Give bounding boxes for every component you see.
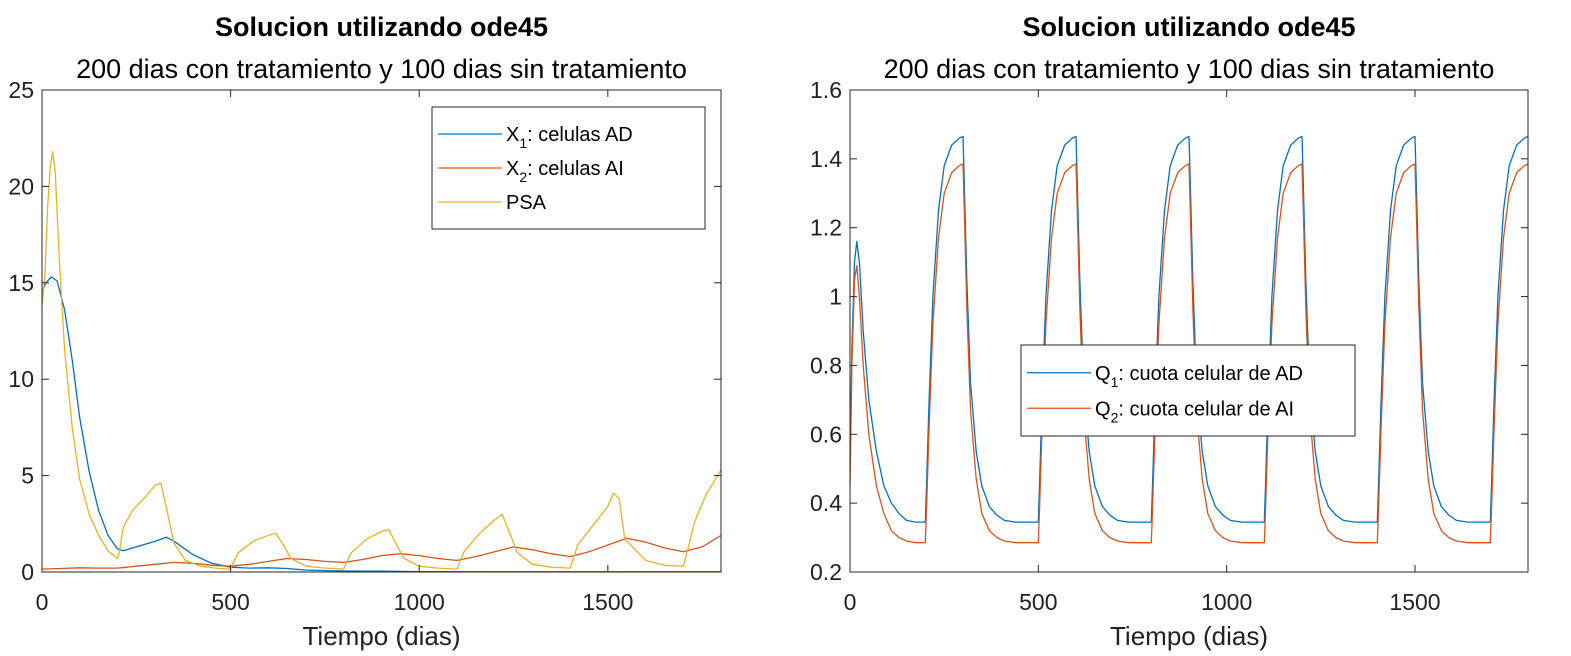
chart-subtitle: 200 dias con tratamiento y 100 dias sin … (884, 54, 1495, 84)
x-axis-label: Tiempo (dias) (1110, 621, 1268, 651)
series-line-1 (42, 276, 721, 572)
y-tick-label: 0.2 (810, 559, 842, 585)
x-tick-label: 1500 (1389, 589, 1440, 615)
y-tick-label: 10 (8, 366, 34, 392)
legend-label-subscript: 1 (1111, 374, 1119, 390)
legend-label-subscript: 2 (1111, 409, 1119, 425)
y-tick-label: 5 (21, 463, 34, 489)
chart-title: Solucion utilizando ode45 (1022, 12, 1355, 42)
x-tick-label: 1500 (582, 589, 633, 615)
x-axis-label: Tiempo (dias) (303, 621, 461, 651)
series-line-2 (42, 534, 721, 570)
x-tick-label: 1000 (394, 589, 445, 615)
y-tick-label: 0 (21, 559, 34, 585)
legend-label-main: Q (1095, 398, 1111, 420)
x-tick-label: 0 (36, 589, 49, 615)
legend-box (1020, 344, 1356, 437)
legend-label-main: PSA (506, 192, 547, 214)
y-tick-label: 0.8 (810, 352, 842, 378)
y-tick-label: 25 (8, 77, 34, 103)
legend-label-rest: : cuota celular de AD (1118, 363, 1303, 385)
x-tick-label: 1000 (1201, 589, 1252, 615)
y-tick-label: 20 (8, 173, 34, 199)
series-line-2 (850, 163, 1528, 544)
legend-label-subscript: 2 (519, 169, 527, 185)
legend-label-subscript: 1 (519, 135, 527, 151)
y-tick-label: 1.2 (810, 215, 842, 241)
legend-label-2: Q2: cuota celular de AI (1095, 398, 1294, 425)
y-tick-label: 0.4 (810, 490, 842, 516)
axes-box (41, 89, 722, 573)
legend-label-2: X2: celulas AI (506, 158, 624, 185)
legend-label-1: Q1: cuota celular de AD (1095, 363, 1303, 390)
legend-label-1: X1: celulas AD (506, 124, 633, 151)
series-line-1 (850, 135, 1528, 523)
chart-title: Solucion utilizando ode45 (215, 12, 548, 42)
chart-right: Solucion utilizando ode45 200 dias con tr… (810, 12, 1529, 651)
y-tick-label: 1.4 (810, 146, 842, 172)
chart-left: Solucion utilizando ode45 200 dias con tr… (8, 12, 722, 651)
legend-label-3: PSA (506, 192, 547, 214)
y-tick-label: 1.6 (810, 77, 842, 103)
series-group (850, 135, 1528, 544)
series-group (42, 151, 721, 572)
y-tick-label: 1 (829, 284, 842, 310)
legend-label-rest: : cuota celular de AI (1118, 398, 1294, 420)
series-line-3 (42, 151, 721, 570)
y-tick-label: 0.6 (810, 421, 842, 447)
legend-label-rest: : celulas AD (527, 124, 633, 146)
chart-subtitle: 200 dias con tratamiento y 100 dias sin … (76, 54, 687, 84)
legend-label-main: Q (1095, 363, 1111, 385)
legend-label-rest: : celulas AI (527, 158, 624, 180)
x-tick-label: 0 (844, 589, 857, 615)
x-tick-label: 500 (211, 589, 249, 615)
legend-label-main: X (506, 158, 519, 180)
legend-label-main: X (506, 124, 519, 146)
axes-box (849, 89, 1529, 573)
x-tick-label: 500 (1019, 589, 1057, 615)
y-tick-label: 15 (8, 270, 34, 296)
